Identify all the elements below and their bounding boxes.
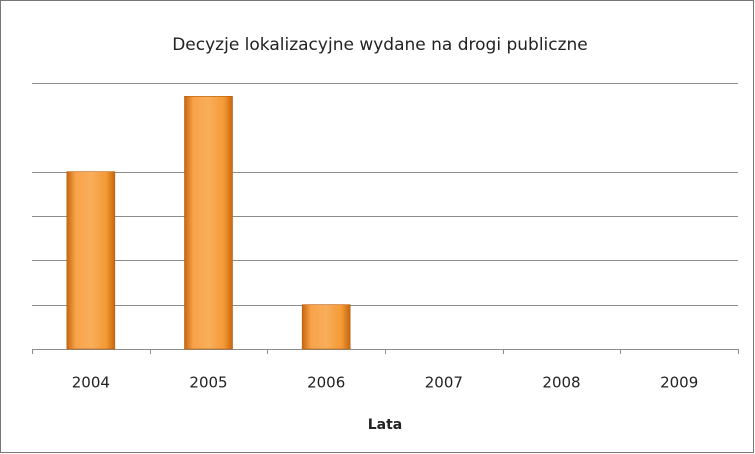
- x-tick-label: 2006: [307, 374, 345, 392]
- bar: [66, 171, 116, 350]
- x-axis-label: Lata: [368, 417, 403, 433]
- x-tick-label: 2009: [660, 374, 698, 392]
- bar: [184, 96, 233, 350]
- x-tick-label: 2008: [542, 374, 580, 392]
- x-tick-label: 2007: [425, 374, 463, 392]
- x-tick-label: 2004: [72, 374, 110, 392]
- bar: [301, 304, 351, 350]
- x-tick-label: 2005: [189, 374, 227, 392]
- chart-title: Decyzje lokalizacyjne wydane na drogi pu…: [172, 35, 588, 55]
